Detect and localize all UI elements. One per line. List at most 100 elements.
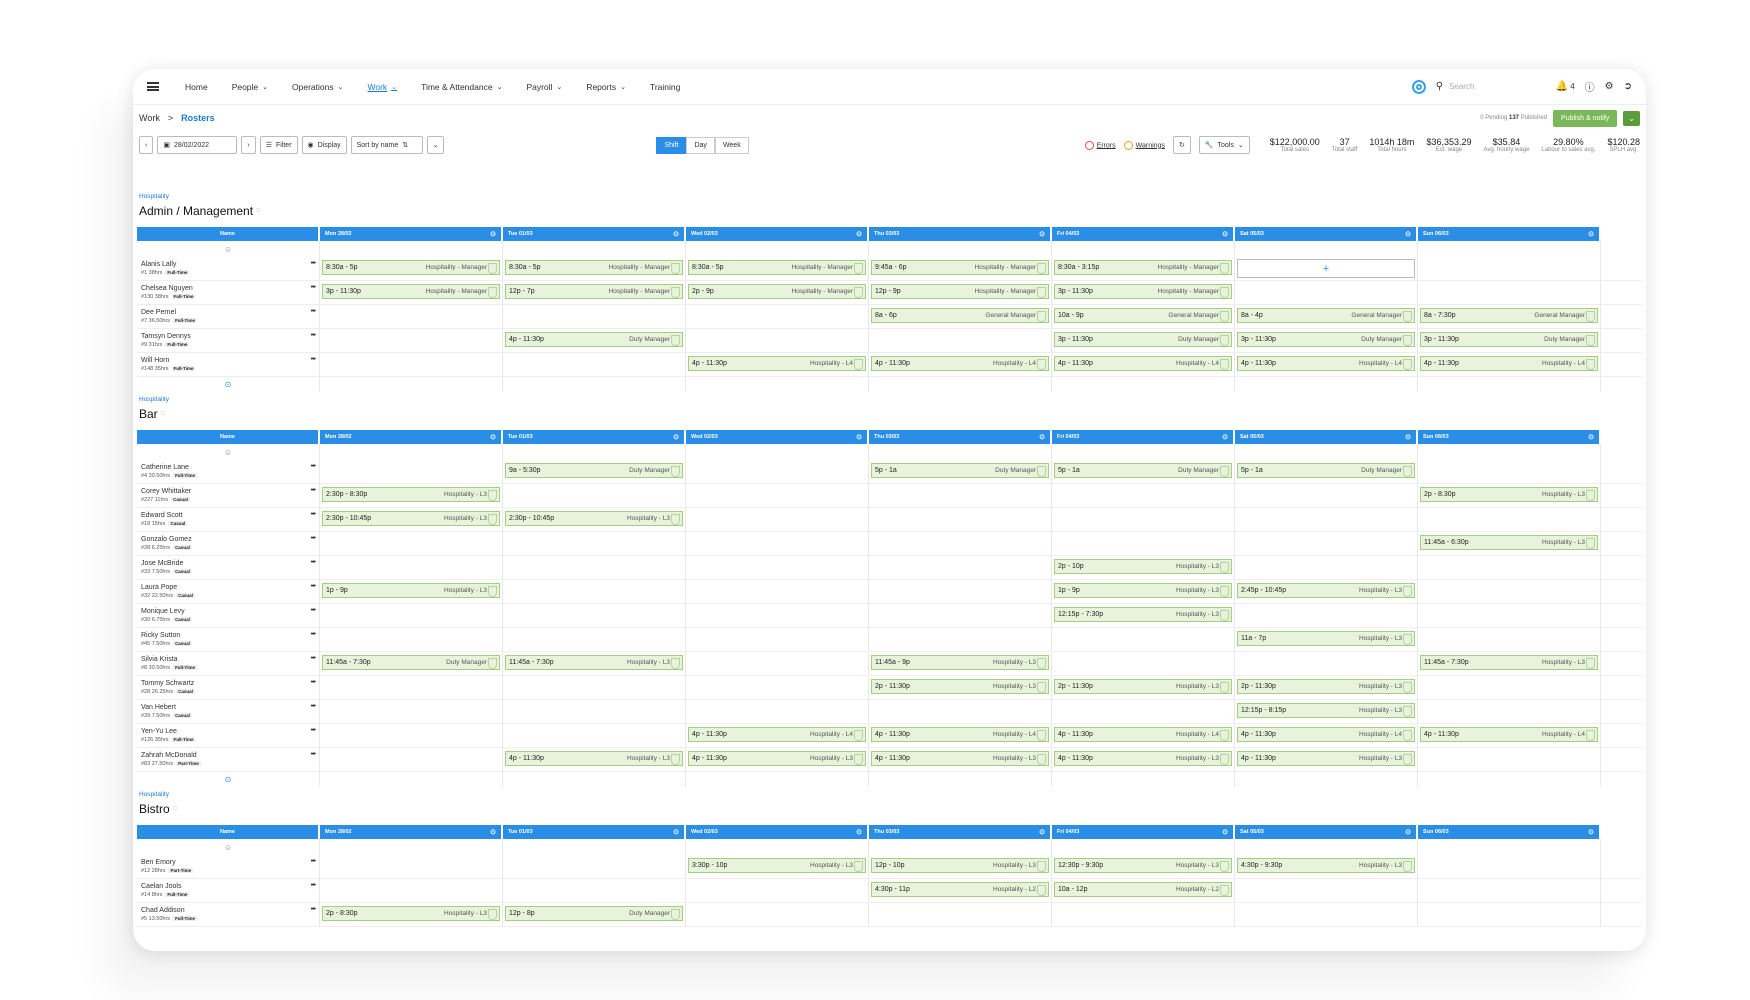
employee-name[interactable]: Monique Levy (141, 608, 185, 615)
day-cell[interactable] (1418, 460, 1601, 483)
comment-icon[interactable]: ⊙ (490, 829, 496, 836)
shift-block[interactable]: 1p - 9p Hospitality - L3 (322, 583, 500, 598)
more-options-icon[interactable]: ••• (310, 679, 316, 686)
day-cell[interactable] (503, 724, 686, 747)
more-options-icon[interactable]: ••• (310, 631, 316, 638)
day-cell[interactable]: 4p - 11:30p Hospitality - L4 (869, 353, 1052, 376)
shift-block[interactable]: 8:30a - 5p Hospitality - Manager (505, 260, 683, 275)
employee-name[interactable]: Catherine Lane (141, 464, 189, 471)
more-options-icon[interactable]: ••• (310, 284, 316, 291)
day-cell[interactable]: 4p - 11:30p Hospitality - L3 (1052, 748, 1235, 771)
open-shift-cell[interactable] (686, 241, 869, 257)
day-cell[interactable]: 5p - 1a Duty Manager (869, 460, 1052, 483)
open-shift-cell[interactable] (1418, 444, 1601, 460)
day-cell[interactable] (686, 604, 869, 627)
comment-icon[interactable]: ⊙ (1588, 434, 1594, 441)
day-cell[interactable] (1418, 257, 1601, 280)
day-cell[interactable]: 9a - 5:30p Duty Manager (503, 460, 686, 483)
shift-block[interactable]: 8:30a - 5p Hospitality - Manager (688, 260, 866, 275)
day-cell[interactable] (320, 628, 503, 651)
day-cell[interactable] (320, 305, 503, 328)
open-shift-cell[interactable] (503, 444, 686, 460)
day-cell[interactable] (686, 484, 869, 507)
day-cell[interactable]: 10a - 9p General Manager (1052, 305, 1235, 328)
day-cell[interactable] (320, 353, 503, 376)
day-cell[interactable] (1235, 604, 1418, 627)
more-options-icon[interactable]: ••• (310, 703, 316, 710)
open-shift-cell[interactable] (1418, 241, 1601, 257)
day-cell[interactable] (869, 329, 1052, 352)
day-cell[interactable] (503, 556, 686, 579)
day-cell[interactable] (686, 556, 869, 579)
errors-link[interactable]: Errors (1084, 140, 1116, 150)
day-column-header[interactable]: Mon 28/02 ⊙ (320, 825, 501, 839)
day-cell[interactable] (869, 556, 1052, 579)
day-cell[interactable] (503, 353, 686, 376)
day-cell[interactable] (503, 484, 686, 507)
publish-notify-button[interactable]: Publish & notify (1553, 109, 1618, 127)
day-cell[interactable] (1235, 903, 1418, 926)
day-cell[interactable]: 2:30p - 10:45p Hospitality - L3 (320, 508, 503, 531)
day-cell[interactable] (686, 580, 869, 603)
shift-block[interactable]: 10a - 9p General Manager (1054, 308, 1232, 323)
day-cell[interactable]: 8:30a - 5p Hospitality - Manager (503, 257, 686, 280)
day-column-header[interactable]: Wed 02/03 ⊙ (686, 227, 867, 241)
next-week-button[interactable]: › (241, 136, 256, 154)
day-cell[interactable]: 3p - 11:30p Duty Manager (1052, 329, 1235, 352)
day-cell[interactable] (320, 604, 503, 627)
comment-icon[interactable]: ⊙ (673, 434, 679, 441)
day-cell[interactable] (1418, 604, 1601, 627)
prev-week-button[interactable]: ‹ (139, 136, 154, 154)
comment-icon[interactable]: ⊙ (490, 434, 496, 441)
day-cell[interactable]: 12:30p - 9:30p Hospitality - L3 (1052, 855, 1235, 878)
day-cell[interactable]: 4p - 11:30p Hospitality - L4 (1418, 353, 1601, 376)
more-options-icon[interactable]: ••• (310, 858, 316, 865)
employee-name[interactable]: Ben Emory (141, 859, 176, 866)
day-cell[interactable] (869, 604, 1052, 627)
nav-item-payroll[interactable]: Payroll ⌄ (526, 82, 562, 92)
comment-icon[interactable]: ⊙ (1405, 434, 1411, 441)
day-cell[interactable]: 3p - 11:30p Hospitality - Manager (320, 281, 503, 304)
shift-block[interactable]: 2p - 11:30p Hospitality - L3 (1237, 679, 1415, 694)
day-cell[interactable] (1052, 700, 1235, 723)
comment-icon[interactable]: ⊙ (1222, 231, 1228, 238)
day-cell[interactable] (1418, 556, 1601, 579)
day-cell[interactable] (686, 652, 869, 675)
employee-name[interactable]: Ricky Sutton (141, 632, 181, 639)
shift-block[interactable]: 11:45a - 9p Hospitality - L3 (871, 655, 1049, 670)
day-column-header[interactable]: Thu 03/03 ⊙ (869, 430, 1050, 444)
sort-dropdown-chevron-icon[interactable]: ⌄ (426, 136, 445, 154)
open-shift-cell[interactable] (320, 839, 503, 855)
search-input[interactable]: Search (1449, 82, 1475, 91)
day-column-header[interactable]: Thu 03/03 ⊙ (869, 227, 1050, 241)
shift-block[interactable]: 1p - 9p Hospitality - L3 (1054, 583, 1232, 598)
day-cell[interactable] (320, 879, 503, 902)
day-cell[interactable]: 8a - 4p General Manager (1235, 305, 1418, 328)
day-cell[interactable] (320, 556, 503, 579)
more-options-icon[interactable]: ••• (310, 463, 316, 470)
day-cell[interactable] (1235, 484, 1418, 507)
shift-block[interactable]: 4p - 11:30p Hospitality - L4 (688, 356, 866, 371)
more-options-icon[interactable]: ••• (310, 511, 316, 518)
more-options-icon[interactable]: ••• (310, 487, 316, 494)
shift-block[interactable]: 4p - 11:30p Hospitality - L4 (1420, 727, 1598, 742)
day-cell[interactable] (1418, 508, 1601, 531)
day-column-header[interactable]: Mon 28/02 ⊙ (320, 227, 501, 241)
more-options-icon[interactable]: ••• (310, 607, 316, 614)
day-cell[interactable]: 3p - 11:30p Duty Manager (1235, 329, 1418, 352)
day-cell[interactable] (503, 879, 686, 902)
view-mode-shift[interactable]: Shift (656, 136, 687, 154)
day-cell[interactable] (320, 532, 503, 555)
day-cell[interactable]: 8:30a - 3:15p Hospitality - Manager (1052, 257, 1235, 280)
day-cell[interactable] (686, 628, 869, 651)
day-cell[interactable]: 10a - 12p Hospitality - L2 (1052, 879, 1235, 902)
shift-block[interactable]: 3p - 11:30p Hospitality - Manager (322, 284, 500, 299)
day-column-header[interactable]: Sat 05/03 ⊙ (1235, 227, 1416, 241)
day-cell[interactable]: 12:15p - 8:15p Hospitality - L3 (1235, 700, 1418, 723)
day-cell[interactable]: 1p - 9p Hospitality - L3 (320, 580, 503, 603)
shift-block[interactable]: 2p - 9p Hospitality - Manager (688, 284, 866, 299)
shift-block[interactable]: 9a - 5:30p Duty Manager (505, 463, 683, 478)
nav-item-work[interactable]: Work ⌄ (368, 82, 398, 92)
open-shift-cell[interactable] (869, 241, 1052, 257)
day-cell[interactable]: 4p - 11:30p Hospitality - L4 (1235, 724, 1418, 747)
